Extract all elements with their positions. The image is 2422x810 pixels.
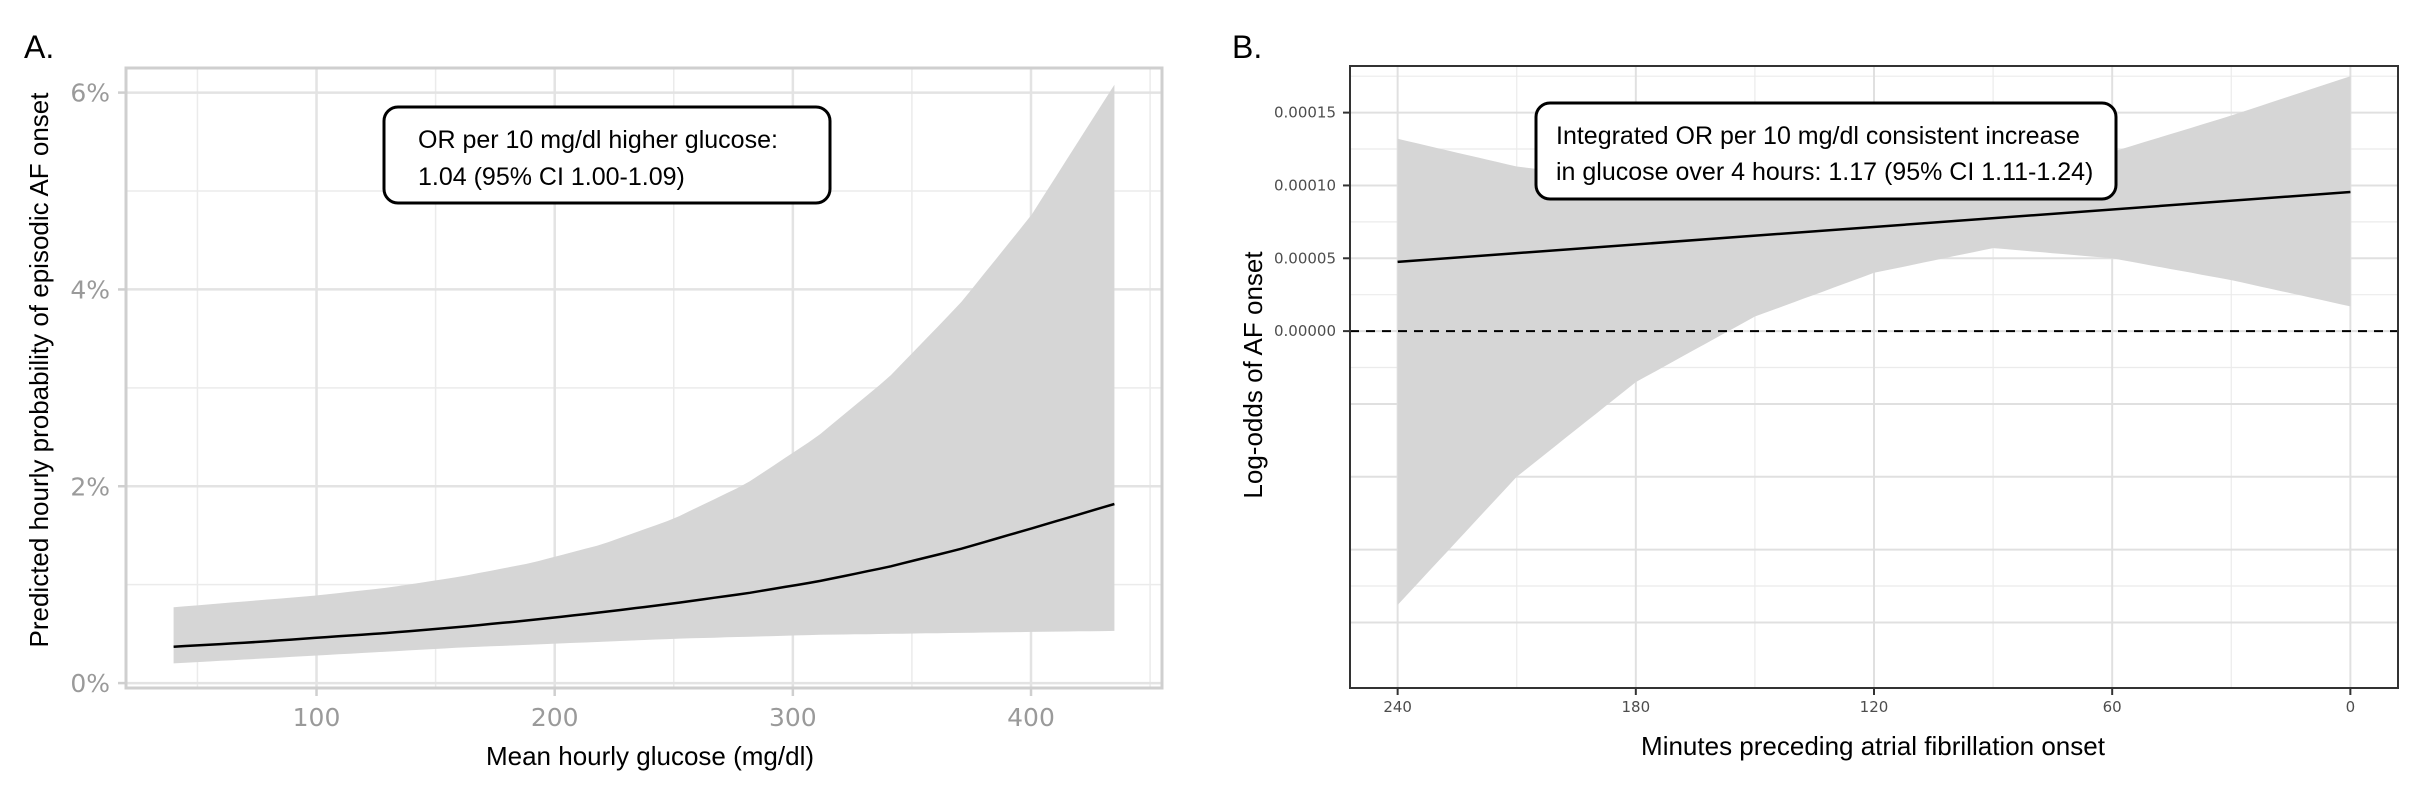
x-tick-label: 300 [769, 703, 817, 732]
panel-a-annotation-box [382, 105, 832, 205]
panel-b-x-axis-title: Minutes preceding atrial fibrillation on… [1641, 731, 2106, 761]
x-tick-label: 180 [1621, 698, 1650, 716]
panel-a-y-ticks: 0% 2% 4% 6% [70, 79, 126, 698]
y-tick-label: 0% [70, 669, 110, 698]
panel-a-y-axis-title: Predicted hourly probability of episodic… [24, 92, 54, 648]
panel-a-x-axis-title: Mean hourly glucose (mg/dl) [486, 741, 814, 771]
y-tick-label: 6% [70, 79, 110, 108]
x-tick-label: 200 [531, 703, 579, 732]
panel-b-x-ticks: 240 180 120 60 0 [1383, 688, 2355, 716]
panel-a-annotation: OR per 10 mg/dl higher glucose: 1.04 (95… [382, 105, 832, 205]
y-tick-label: 2% [70, 472, 110, 501]
y-tick-label: 0.00000 [1274, 322, 1336, 340]
panel-a-annotation-line-2: 1.04 (95% CI 1.00-1.09) [418, 163, 685, 191]
panel-b-annotation-box [1534, 101, 2118, 201]
x-tick-label: 120 [1860, 698, 1889, 716]
panel-a-fit-line [173, 502, 1115, 648]
x-tick-label: 60 [2103, 698, 2122, 716]
panel-b: B. 240 180 120 60 0 0.000000.000050.000100.0… [1232, 29, 2399, 761]
y-tick-label: 4% [70, 275, 110, 304]
x-tick-label: 0 [2346, 698, 2356, 716]
panel-b-label: B. [1232, 29, 1262, 65]
panel-a: A. 100 200 300 400 0% 2% 4% 6% Mean hourly glu… [24, 29, 1164, 771]
x-tick-label: 100 [293, 703, 341, 732]
panel-b-y-ticks: 0.00000 0.00005 0.00010 0.00015 [1274, 104, 1350, 340]
panel-a-x-ticks: 100 200 300 400 [293, 688, 1055, 732]
panel-a-confidence-band [173, 84, 1115, 664]
y-tick-label: 0.00010 [1274, 176, 1336, 194]
y-tick-label: 0.00015 [1274, 104, 1336, 122]
panel-a-label: A. [24, 29, 54, 65]
panel-b-y-axis-title: Log-odds of AF onset [1238, 251, 1268, 499]
x-tick-label: 240 [1383, 698, 1412, 716]
panel-b-annotation: Integrated OR per 10 mg/dl consistent in… [1534, 101, 2118, 201]
panel-b-annotation-line-1: Integrated OR per 10 mg/dl consistent in… [1556, 122, 2080, 150]
panel-b-annotation-line-2: in glucose over 4 hours: 1.17 (95% CI 1.… [1556, 158, 2093, 186]
panel-a-frame [124, 66, 1164, 690]
panel-b-fit-line [1397, 190, 2351, 264]
panel-a-annotation-line-1: OR per 10 mg/dl higher glucose: [418, 126, 778, 154]
x-tick-label: 400 [1007, 703, 1055, 732]
y-tick-label: 0.00005 [1274, 249, 1336, 267]
